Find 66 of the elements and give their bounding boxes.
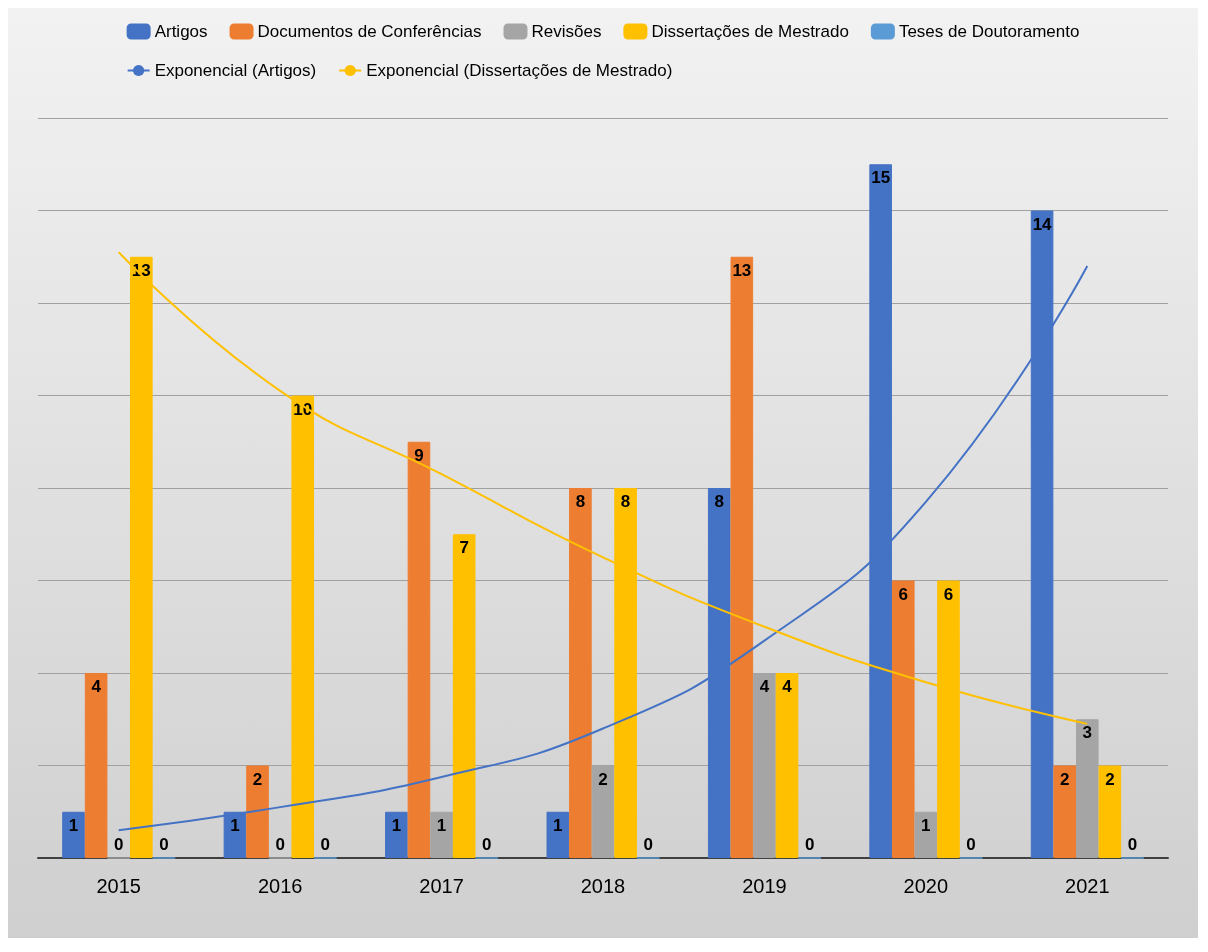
data-label: 1 xyxy=(553,815,563,835)
bar xyxy=(246,765,269,858)
data-label: 13 xyxy=(131,260,151,280)
data-label: 6 xyxy=(943,584,954,604)
data-label: 0 xyxy=(804,834,815,854)
x-tick-label: 2019 xyxy=(742,875,787,897)
data-label: 2 xyxy=(1105,769,1115,789)
bar xyxy=(730,256,754,858)
data-label: 1 xyxy=(230,815,240,835)
data-label: 8 xyxy=(575,492,586,511)
bar xyxy=(1053,765,1076,858)
bar xyxy=(569,488,592,858)
legend-label: Exponencial (Dissertações de Mestrado) xyxy=(366,61,673,80)
bar xyxy=(775,673,799,858)
data-label: 0 xyxy=(113,834,124,854)
data-label: 1 xyxy=(921,815,931,835)
legend-label: Artigos xyxy=(154,22,208,41)
legend-label: Revisões xyxy=(531,22,602,41)
data-label: 0 xyxy=(320,834,331,854)
data-label: 4 xyxy=(759,677,770,696)
bar xyxy=(407,441,431,858)
data-label: 7 xyxy=(459,538,469,558)
bar xyxy=(62,811,85,858)
bar xyxy=(914,811,938,858)
data-label: 2 xyxy=(598,769,608,789)
bar xyxy=(385,811,408,858)
x-tick-label: 2015 xyxy=(96,875,141,897)
data-label: 9 xyxy=(414,445,424,465)
data-label: 4 xyxy=(782,677,793,696)
data-label: 8 xyxy=(714,492,724,511)
bar xyxy=(430,811,453,858)
data-label: 1 xyxy=(68,815,79,835)
legend-label: Dissertações de Mestrado xyxy=(651,22,849,41)
data-label: 0 xyxy=(643,834,653,854)
legend-label: Teses de Doutoramento xyxy=(898,22,1080,41)
bar xyxy=(753,673,776,858)
bar xyxy=(546,811,570,858)
data-label: 0 xyxy=(159,834,169,854)
data-label: 2 xyxy=(1059,769,1070,789)
data-label: 6 xyxy=(898,584,908,604)
bar xyxy=(1098,765,1122,858)
x-tick-label: 2020 xyxy=(903,875,949,897)
data-label: 0 xyxy=(275,834,285,854)
data-label: 2 xyxy=(252,769,263,789)
x-tick-label: 2017 xyxy=(419,875,464,897)
data-label: 0 xyxy=(482,834,492,854)
data-label: 14 xyxy=(1032,214,1053,234)
data-label: 0 xyxy=(1127,834,1138,854)
data-label: 1 xyxy=(391,815,402,835)
bar xyxy=(891,580,915,858)
data-label: 0 xyxy=(966,834,976,854)
data-label: 4 xyxy=(91,677,102,696)
x-tick-label: 2018 xyxy=(580,875,626,897)
bar xyxy=(452,534,476,858)
data-label: 13 xyxy=(732,260,752,280)
bar xyxy=(84,673,108,858)
legend-label: Documentos de Conferências xyxy=(257,22,482,41)
data-label: 8 xyxy=(620,492,631,511)
bar xyxy=(1075,719,1099,858)
bar xyxy=(591,765,615,858)
data-label: 15 xyxy=(871,168,891,188)
data-label: 1 xyxy=(436,815,447,835)
x-tick-label: 2016 xyxy=(257,875,303,897)
data-label: 3 xyxy=(1082,723,1093,743)
legend-label: Exponencial (Artigos) xyxy=(154,61,317,80)
x-tick-label: 2021 xyxy=(1065,875,1110,897)
